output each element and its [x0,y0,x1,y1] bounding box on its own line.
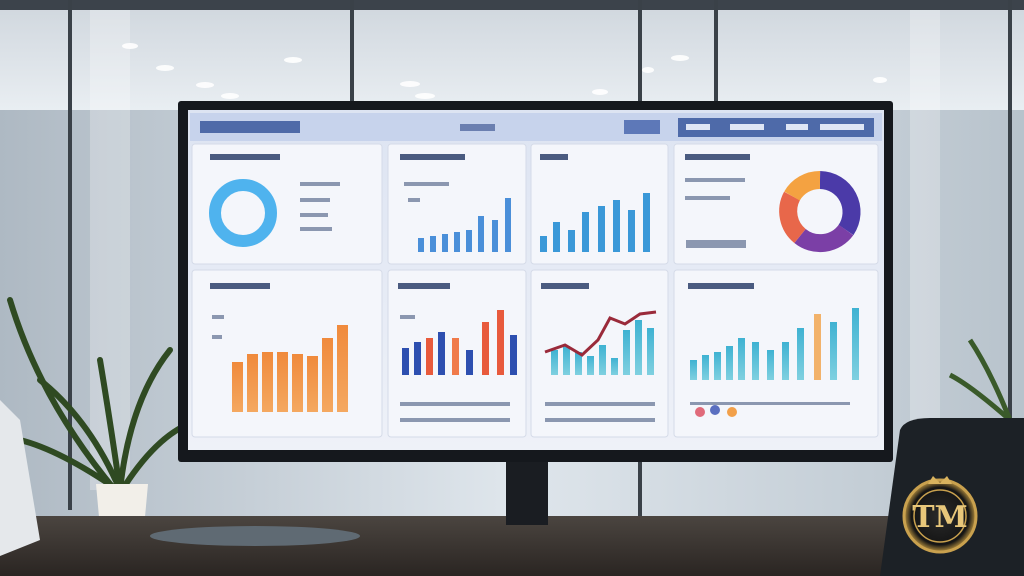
panel-titles [210,154,754,289]
ceiling-beam [0,0,1024,10]
bars [690,308,859,380]
header-text [460,124,495,131]
glass-reflections [90,10,940,490]
bars [418,198,511,252]
legend-icons [695,405,737,417]
bars [814,314,821,380]
bars [551,320,654,375]
logo: TM [902,476,978,554]
bars [232,325,348,412]
panel-text [212,178,850,422]
desk-mat [150,526,360,546]
trend-line [544,310,657,357]
bars [540,193,650,252]
header-button[interactable] [624,120,660,134]
donut-multicolor [779,171,861,253]
chair-left [0,400,40,556]
ceiling-lights [122,43,887,99]
ceiling [0,0,1024,110]
header-tabs[interactable] [678,118,874,137]
plant-right [948,338,1013,422]
tab-labels [686,124,864,130]
monitor-stand [506,455,548,525]
donut [209,179,277,247]
desk [0,516,1024,576]
header-title [200,121,300,133]
bars [402,310,517,375]
logo-text: TM [912,500,968,535]
